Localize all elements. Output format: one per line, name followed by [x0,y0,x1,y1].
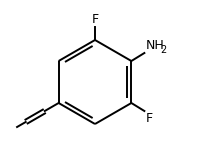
Text: 2: 2 [160,45,167,55]
Text: NH: NH [145,39,164,52]
Text: F: F [145,112,153,125]
Text: F: F [92,13,99,26]
